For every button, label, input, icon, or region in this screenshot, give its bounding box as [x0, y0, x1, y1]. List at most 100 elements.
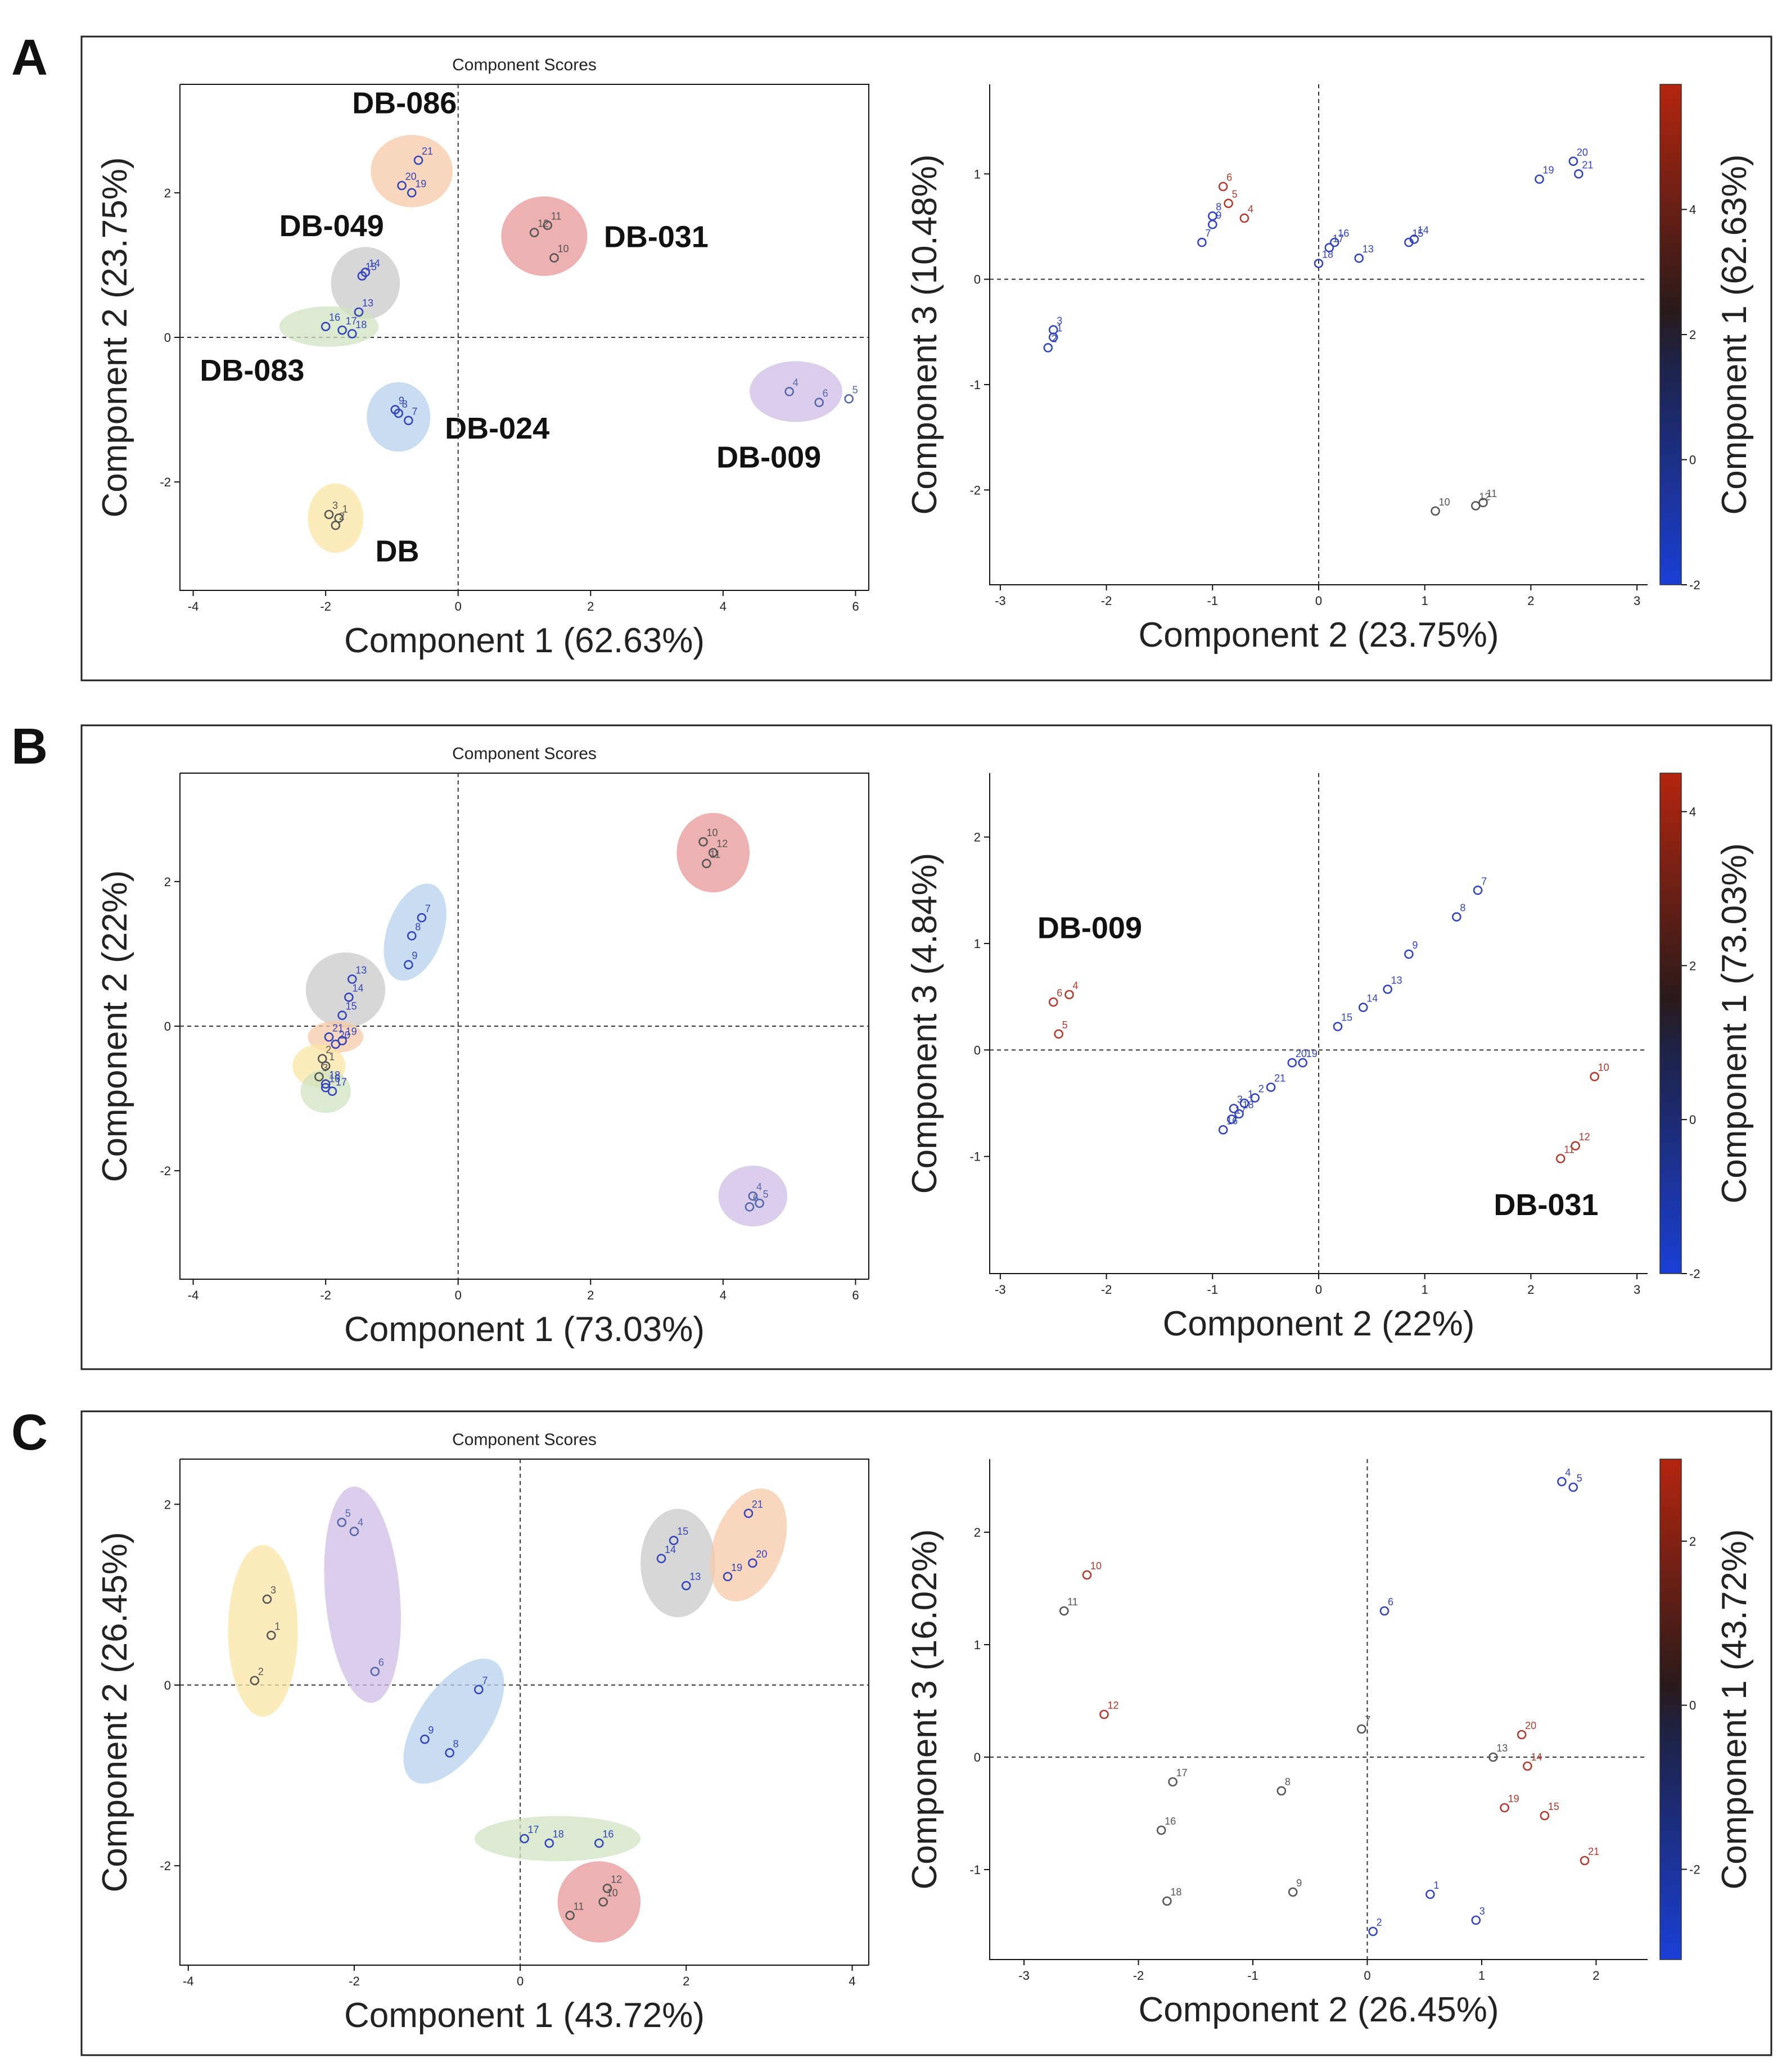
y-tick-label: 0	[974, 1750, 981, 1764]
group-ellipse	[640, 1509, 715, 1618]
group-ellipse	[384, 883, 446, 981]
data-point	[267, 1631, 276, 1640]
y-tick-label: 2	[164, 186, 171, 200]
y-tick-label: -2	[160, 1164, 171, 1178]
x-tick-label: 0	[1315, 1283, 1322, 1297]
data-point	[1224, 198, 1233, 209]
x-axis-label: Component 1 (62.63%)	[344, 621, 705, 660]
point-label: 14	[665, 1544, 676, 1555]
data-point	[669, 1536, 679, 1545]
x-tick-label: 6	[852, 599, 859, 613]
point-label: 20	[756, 1549, 767, 1560]
x-tick-label: -2	[320, 599, 331, 613]
point-label: 9	[1296, 1877, 1302, 1889]
point-label: 5	[1232, 189, 1238, 200]
chart-c-1: Component Scores -4 -2 0 2 4 -2 0 2 Component 1 (…	[96, 1430, 869, 2035]
point-label: 19	[1306, 1048, 1318, 1059]
point-label: 1	[1433, 1880, 1439, 1891]
data-point	[755, 1198, 764, 1208]
data-point	[1330, 237, 1339, 247]
data-point	[549, 253, 559, 263]
data-point	[743, 1509, 754, 1518]
colorbar	[1659, 1459, 1682, 1960]
panel-c: C Component Scores -4 -2 0 2 4 -2 0 2 Component 1 …	[11, 1405, 1772, 2056]
point-label: 11	[551, 211, 562, 222]
x-tick-label: 3	[1634, 594, 1640, 608]
point-label: 8	[1216, 201, 1221, 213]
data-point	[324, 1032, 334, 1042]
point-label: 12	[538, 218, 549, 229]
data-point	[344, 992, 354, 1002]
point-label: 4	[1565, 1467, 1571, 1478]
point-label: 13	[689, 1571, 701, 1582]
group-label: DB-031	[604, 220, 709, 254]
y-tick-label: 0	[164, 1678, 171, 1692]
point-label: 18	[1322, 249, 1333, 260]
data-point	[1226, 1114, 1237, 1124]
data-point	[1207, 219, 1217, 229]
data-point	[1431, 506, 1440, 516]
data-point	[404, 960, 413, 970]
point-label: 12	[716, 838, 728, 849]
data-point	[317, 1054, 327, 1064]
panel-letter: C	[11, 1405, 48, 1461]
x-tick-label: 4	[720, 1288, 727, 1302]
y-tick-label: 1	[974, 1638, 981, 1652]
data-point	[1218, 182, 1228, 192]
point-label: 18	[329, 1069, 340, 1081]
y-tick-label: -2	[969, 483, 981, 497]
data-point	[1048, 997, 1058, 1007]
point-label: 3	[332, 500, 338, 511]
group-ellipse	[749, 361, 842, 422]
colorbar	[1659, 84, 1682, 585]
colorbar-tick-label: 0	[1689, 1113, 1696, 1127]
panel-letter: A	[11, 30, 48, 86]
colorbar-tick-label: 0	[1689, 1699, 1696, 1713]
axes-frame	[989, 1459, 1648, 1960]
point-label: 4	[1248, 204, 1253, 215]
data-point	[520, 1834, 529, 1844]
data-point	[1218, 1125, 1228, 1135]
data-point	[420, 1734, 430, 1744]
data-point	[1229, 1104, 1239, 1113]
point-label: 2	[258, 1666, 264, 1677]
point-label: 17	[336, 1077, 347, 1088]
data-point	[1288, 1887, 1298, 1897]
x-tick-label: -4	[188, 1288, 199, 1302]
data-point	[327, 1086, 337, 1096]
data-point	[1535, 174, 1544, 184]
point-label: 16	[1338, 228, 1349, 239]
point-label: 21	[422, 146, 433, 157]
data-point	[529, 228, 539, 237]
data-point	[814, 398, 824, 408]
y-tick-label: 1	[974, 167, 981, 181]
point-label: 8	[402, 399, 408, 410]
colorbar-tick-label: 2	[1689, 328, 1696, 342]
point-label: 9	[1216, 210, 1221, 221]
data-point	[1568, 1482, 1578, 1492]
data-point	[844, 394, 854, 404]
x-tick-label: -4	[183, 1974, 194, 1988]
point-label: 9	[428, 1725, 434, 1736]
x-axis-label: Component 2 (22%)	[1163, 1304, 1475, 1343]
point-label: 15	[1341, 1012, 1352, 1023]
point-label: 7	[1481, 875, 1487, 887]
y-axis-label: Component 3 (10.48%)	[905, 154, 944, 514]
data-point	[656, 1554, 666, 1564]
point-label: 17	[1176, 1767, 1188, 1778]
point-label: 8	[415, 921, 421, 932]
data-point	[1379, 1606, 1390, 1616]
x-tick-label: 2	[587, 599, 594, 613]
data-point	[331, 1039, 341, 1049]
y-tick-label: 2	[164, 1497, 171, 1511]
data-point	[1156, 1825, 1166, 1835]
data-point	[337, 1010, 347, 1021]
colorbar-label: Component 1 (62.63%)	[1715, 154, 1754, 514]
data-point	[1471, 1915, 1481, 1925]
data-point	[314, 1072, 324, 1082]
x-tick-label: 3	[1634, 1283, 1640, 1297]
x-tick-label: 1	[1422, 594, 1428, 608]
point-label: 1	[329, 1051, 335, 1063]
